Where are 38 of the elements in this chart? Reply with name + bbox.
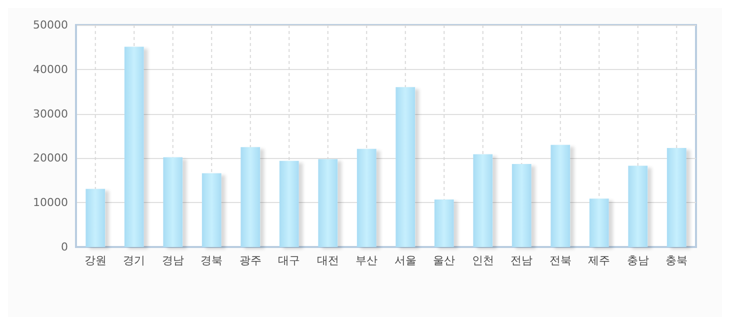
bar (356, 148, 376, 247)
x-tick-label: 인천 (472, 254, 494, 267)
bar (279, 160, 299, 247)
bar (202, 173, 222, 247)
bar (240, 147, 260, 247)
x-tick-label: 경북 (200, 254, 223, 267)
bar (550, 144, 570, 247)
x-tick-label: 부산 (356, 254, 378, 267)
x-tick-label: 충북 (666, 254, 688, 267)
bar (124, 46, 144, 247)
y-tick-label: 30000 (33, 107, 68, 120)
bar (396, 87, 416, 247)
y-tick-label: 40000 (33, 62, 68, 76)
bar (628, 166, 648, 247)
x-tick-label: 울산 (433, 254, 456, 267)
x-tick-label: 경남 (162, 254, 184, 267)
x-tick-label: 서울 (394, 254, 416, 267)
x-tick-label: 경기 (123, 254, 146, 267)
x-tick-label: 광주 (239, 254, 262, 267)
y-tick-label: 50000 (33, 18, 68, 32)
y-tick-label: 0 (61, 240, 68, 254)
bar (512, 164, 532, 247)
x-tick-label: 전북 (549, 254, 572, 267)
bar (666, 148, 686, 247)
bar (163, 157, 183, 247)
x-tick-label: 충남 (626, 254, 649, 267)
bar (86, 188, 106, 247)
y-tick-label: 20000 (33, 152, 68, 165)
y-tick-label: 10000 (33, 196, 68, 210)
x-tick-label: 전남 (510, 254, 533, 267)
bar (318, 159, 338, 247)
x-tick-label: 대전 (316, 254, 339, 267)
x-tick-label: 제주 (588, 254, 610, 267)
bar (434, 199, 454, 247)
x-tick-label: 강원 (84, 254, 106, 267)
x-tick-label: 대구 (278, 254, 300, 267)
bar (473, 154, 493, 247)
bar (589, 198, 609, 247)
